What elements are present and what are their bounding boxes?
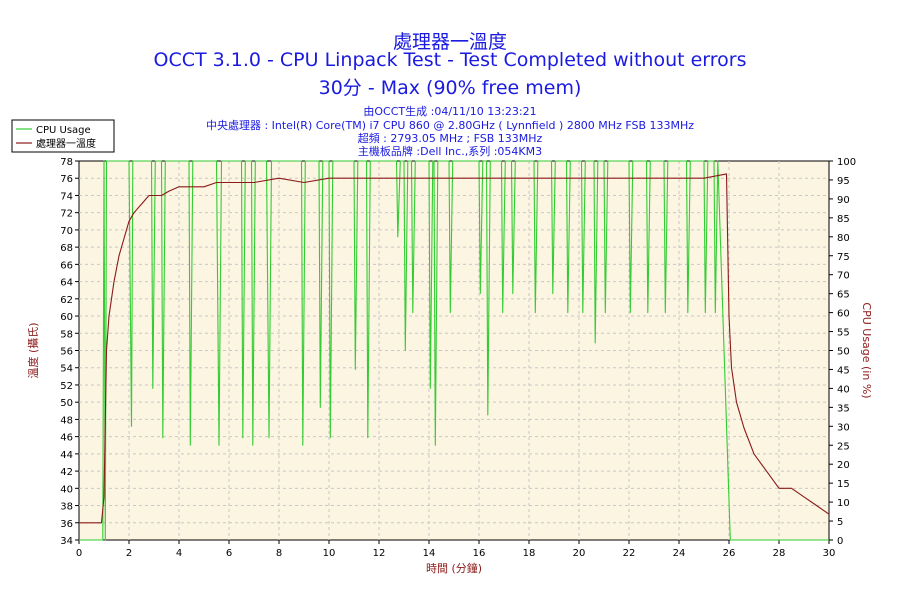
x-tick-label: 4 (176, 548, 182, 559)
legend-box (11, 119, 115, 153)
legend-label-cpu-usage: CPU Usage (36, 125, 91, 136)
y-left-axis-ticks: 34 36 38 40 42 44 46 48 50 52 54 56 58 60 62 64 66 68 70 72… (60, 157, 79, 547)
series-lines (79, 160, 830, 541)
y-left-tick-label: 76 (60, 174, 73, 185)
y-left-tick-label: 44 (60, 450, 73, 461)
y-right-tick-label: 100 (837, 157, 856, 168)
y-right-tick-label: 75 (837, 252, 850, 263)
y-right-tick-label: 25 (837, 441, 850, 452)
y-right-tick-label: 45 (837, 365, 850, 376)
y-left-tick-label: 52 (60, 381, 73, 392)
y-left-tick-label: 68 (60, 243, 73, 254)
y-left-tick-label: 48 (60, 415, 73, 426)
y-right-tick-label: 80 (837, 233, 850, 244)
x-tick-label: 28 (773, 548, 786, 559)
x-axis-label: 時間 (分鐘) (426, 561, 482, 575)
x-tick-label: 2 (126, 548, 132, 559)
info-line-generated: 由OCCT生成 :04/11/10 13:23:21 (363, 105, 537, 118)
y-left-tick-label: 62 (60, 295, 73, 306)
x-tick-label: 18 (523, 548, 536, 559)
y-left-tick-label: 36 (60, 519, 73, 530)
info-line-overclock: 超頻 : 2793.05 MHz ; FSB 133MHz (357, 132, 543, 145)
y-left-tick-label: 78 (60, 157, 73, 168)
chart-subtitle: OCCT 3.1.0 - CPU Linpack Test - Test Com… (153, 49, 747, 71)
series-line-cpu-temperature (79, 173, 830, 524)
y-left-tick-label: 56 (60, 347, 73, 358)
y-right-tick-label: 20 (837, 460, 850, 471)
x-tick-label: 8 (276, 548, 282, 559)
y-right-tick-label: 5 (837, 517, 843, 528)
y-left-tick-label: 72 (60, 209, 73, 220)
y-left-tick-label: 50 (60, 398, 73, 409)
legend: CPU Usage 處理器一溫度 (11, 119, 115, 153)
y-right-tick-label: 0 (837, 536, 843, 547)
grid-lines (79, 161, 829, 540)
y-right-tick-label: 15 (837, 479, 850, 490)
y-left-tick-label: 40 (60, 484, 73, 495)
x-tick-label: 26 (723, 548, 736, 559)
y-right-tick-label: 70 (837, 271, 850, 282)
info-line-cpu: 中央處理器 : Intel(R) Core(TM) i7 CPU 860 @ 2… (205, 119, 695, 132)
y-left-tick-label: 74 (60, 191, 73, 202)
x-tick-label: 12 (373, 548, 386, 559)
info-line-motherboard: 主機板品牌 :Dell Inc.,系列 :054KM3 (357, 145, 543, 158)
y-left-tick-label: 64 (60, 278, 73, 289)
y-right-tick-label: 10 (837, 498, 850, 509)
x-tick-label: 6 (226, 548, 232, 559)
y-right-tick-label: 30 (837, 422, 850, 433)
y-right-tick-label: 90 (837, 195, 850, 206)
y-right-tick-label: 95 (837, 176, 850, 187)
x-tick-label: 10 (323, 548, 336, 559)
y-right-axis-label: CPU Usage (in %) (860, 302, 873, 398)
y-right-tick-label: 40 (837, 384, 850, 395)
y-left-tick-label: 54 (60, 364, 73, 375)
x-tick-label: 16 (473, 548, 486, 559)
y-right-tick-label: 65 (837, 290, 850, 301)
y-right-tick-label: 35 (837, 403, 850, 414)
x-tick-label: 14 (423, 548, 436, 559)
x-tick-label: 24 (673, 548, 686, 559)
x-tick-label: 0 (76, 548, 82, 559)
series-line-cpu-usage (79, 160, 829, 541)
y-left-tick-label: 66 (60, 260, 73, 271)
chart-subtitle-2: 30分 - Max (90% free mem) (318, 77, 582, 99)
legend-label-cpu-temp: 處理器一溫度 (36, 137, 96, 150)
y-left-tick-label: 58 (60, 329, 73, 340)
y-left-tick-label: 46 (60, 433, 73, 444)
y-left-tick-label: 70 (60, 226, 73, 237)
x-tick-label: 22 (623, 548, 636, 559)
y-left-tick-label: 42 (60, 467, 73, 478)
x-axis-ticks: 0 2 4 6 8 10 12 14 16 18 20 22 24 26 28 30 (76, 540, 836, 559)
y-left-tick-label: 38 (60, 502, 73, 513)
x-tick-label: 30 (823, 548, 836, 559)
y-right-tick-label: 50 (837, 347, 850, 358)
y-right-tick-label: 60 (837, 309, 850, 320)
y-left-tick-label: 60 (60, 312, 73, 323)
chart-title: 處理器一溫度 (392, 31, 507, 53)
y-left-tick-label: 34 (60, 536, 73, 547)
x-tick-label: 20 (573, 548, 586, 559)
y-right-tick-label: 55 (837, 328, 850, 339)
y-right-axis-ticks: 0 5 10 15 20 25 30 35 40 45 50 55 60 65 70 75 80 85 90 95 10… (829, 157, 856, 547)
y-left-axis-label: 溫度 (攝氏) (26, 322, 40, 378)
y-right-tick-label: 85 (837, 214, 850, 225)
